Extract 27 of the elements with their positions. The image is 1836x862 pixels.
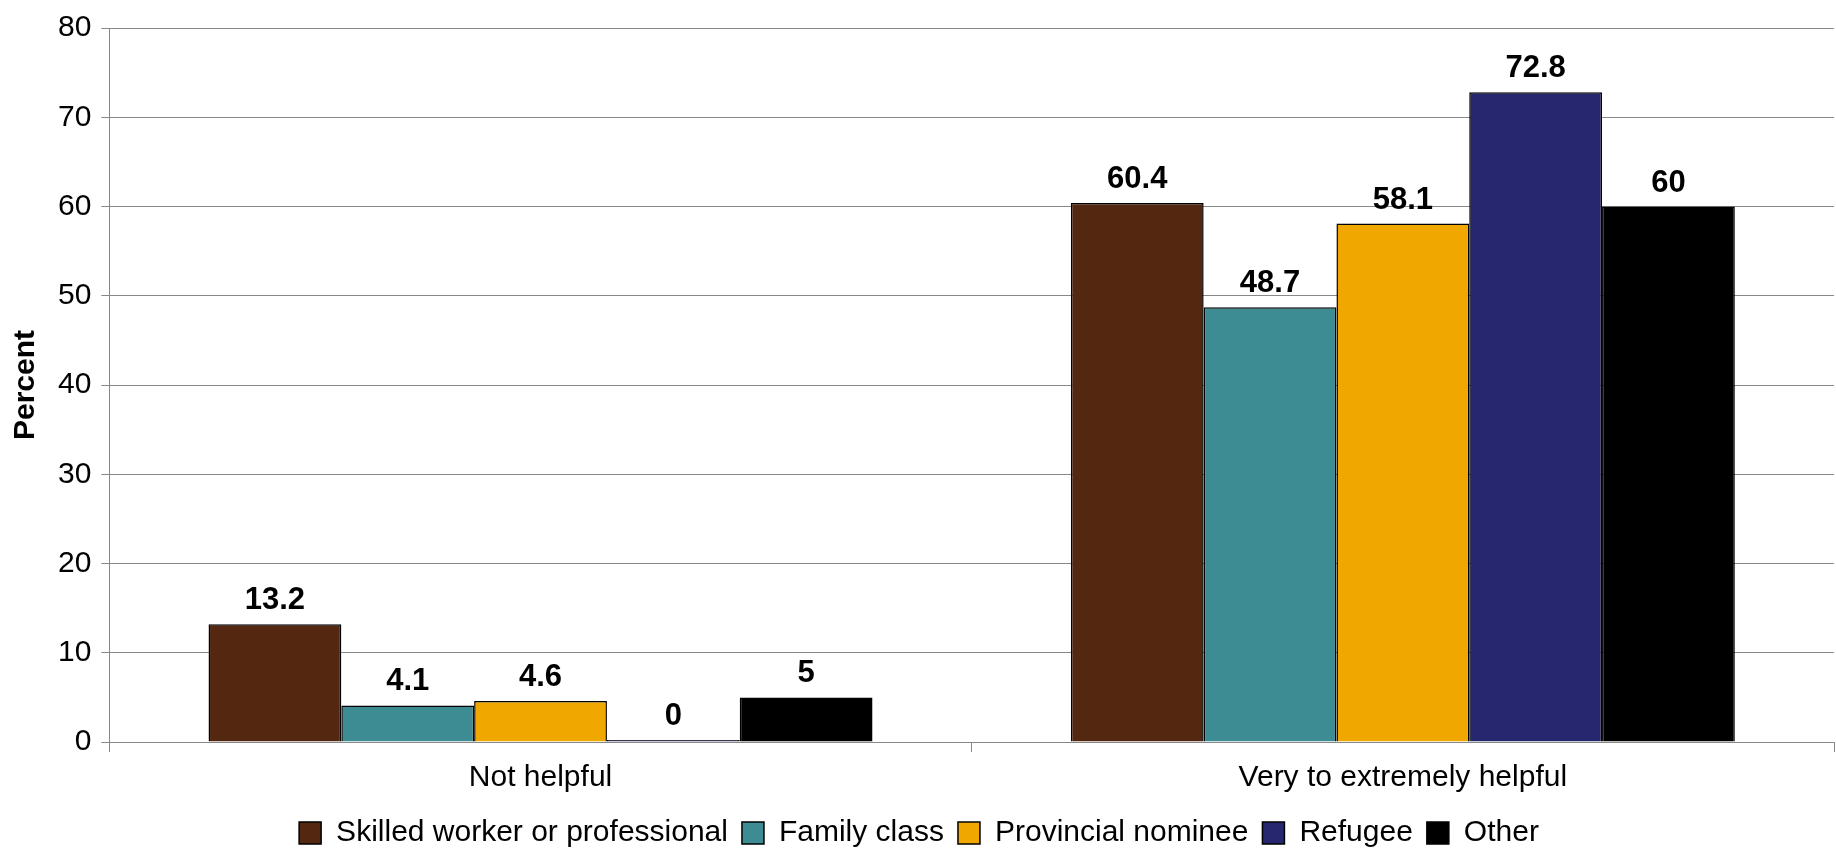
legend-label: Refugee (1299, 814, 1413, 848)
data-label: 72.8 (1505, 49, 1566, 85)
data-label: 60 (1651, 163, 1686, 199)
legend-label: Other (1463, 814, 1539, 848)
data-label: 0 (664, 697, 682, 733)
x-tick-label: Very to extremely helpful (1238, 759, 1568, 793)
data-label: 4.6 (518, 657, 563, 693)
data-label: 48.7 (1239, 264, 1301, 300)
y-tick-label: 10 (57, 634, 92, 668)
data-label: 13.2 (244, 581, 306, 617)
y-axis-title: Percent (7, 329, 41, 441)
y-tick-label: 0 (74, 723, 92, 757)
y-tick-label: 40 (57, 366, 92, 400)
legend-label: Skilled worker or professional (336, 814, 728, 848)
y-tick-label: 70 (57, 98, 92, 132)
y-tick-label: 20 (57, 544, 92, 578)
data-label: 60.4 (1107, 159, 1169, 195)
y-tick-label: 30 (57, 455, 92, 489)
x-tick-label: Not helpful (468, 759, 613, 793)
data-label: 4.1 (386, 662, 430, 698)
y-tick-label: 50 (57, 277, 92, 311)
data-label: 58.1 (1372, 180, 1434, 216)
y-tick-label: 80 (57, 9, 92, 43)
data-label: 5 (797, 654, 815, 690)
y-tick-label: 60 (57, 187, 92, 221)
legend-label: Family class (778, 814, 944, 848)
legend-label: Provincial nominee (994, 814, 1249, 848)
